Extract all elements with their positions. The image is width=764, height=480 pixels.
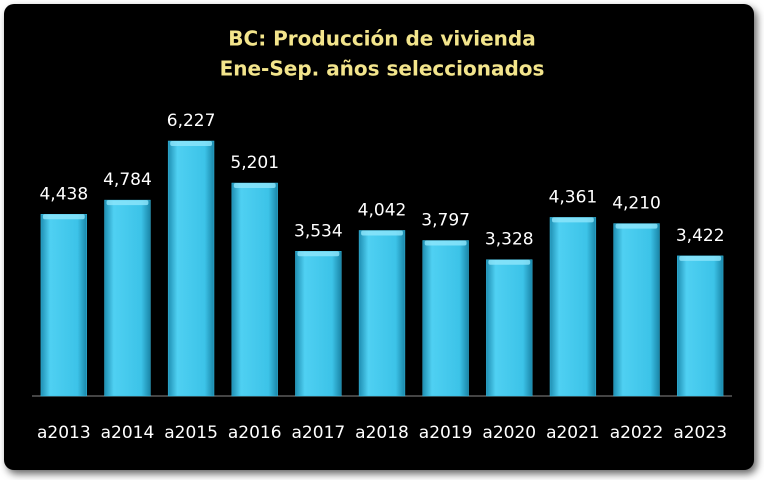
x-tick-label: a2022 <box>610 423 664 443</box>
chart-subtitle: Ene-Sep. años seleccionados <box>220 57 545 81</box>
bar-highlight <box>679 255 722 261</box>
x-tick-label: a2013 <box>37 423 91 443</box>
data-label: 3,797 <box>421 211 470 231</box>
data-label: 4,438 <box>39 184 88 204</box>
data-label: 4,784 <box>103 170 152 190</box>
bar <box>677 255 724 397</box>
data-label: 3,328 <box>485 230 534 250</box>
bar-highlight <box>552 217 594 223</box>
x-tick-label: a2016 <box>228 423 282 443</box>
data-label: 3,534 <box>294 221 343 241</box>
bar-highlight <box>424 240 467 246</box>
bar <box>486 259 533 397</box>
data-label: 6,227 <box>167 111 216 131</box>
bar <box>422 240 469 397</box>
bar <box>358 230 406 397</box>
bar <box>104 199 151 397</box>
x-tick-label: a2018 <box>355 423 409 443</box>
bar-highlight <box>233 183 276 189</box>
bar <box>295 251 342 397</box>
x-tick-label: a2021 <box>546 423 600 443</box>
chart-title: BC: Producción de vivienda <box>228 27 535 51</box>
x-tick-label: a2014 <box>101 423 155 443</box>
bar-highlight <box>42 214 85 220</box>
x-tick-label: a2023 <box>673 423 727 443</box>
bar <box>231 182 278 397</box>
data-label: 5,201 <box>230 153 279 173</box>
x-tick-label: a2017 <box>292 423 346 443</box>
bar <box>613 223 660 397</box>
x-tick-label: a2015 <box>164 423 218 443</box>
data-label: 4,042 <box>358 200 407 220</box>
bar-highlight <box>361 230 403 236</box>
data-label: 3,422 <box>676 226 725 246</box>
bar <box>167 140 215 397</box>
bar <box>549 217 597 397</box>
bar-highlight <box>170 141 212 146</box>
bar-highlight <box>106 200 149 206</box>
bar-highlight <box>615 223 658 229</box>
bar-highlight <box>488 259 531 265</box>
data-label: 4,361 <box>549 187 598 207</box>
data-label: 4,210 <box>612 194 661 214</box>
x-tick-label: a2020 <box>482 423 536 443</box>
x-tick-label: a2019 <box>419 423 473 443</box>
bar <box>40 214 87 397</box>
bar-highlight <box>297 251 340 257</box>
